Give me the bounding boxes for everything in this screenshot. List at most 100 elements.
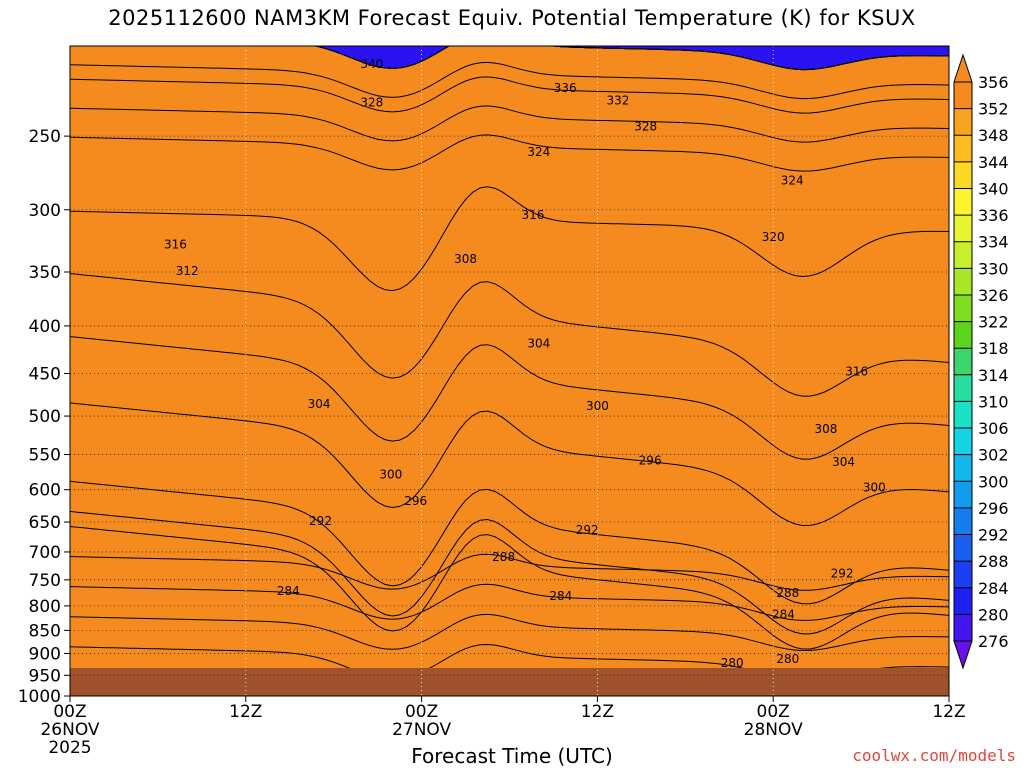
colorbar-label: 352	[978, 100, 1009, 119]
colorbar-swatch	[954, 614, 972, 642]
contour-line	[70, 61, 949, 100]
contour-label: 332	[606, 94, 629, 108]
ground-below-surface	[70, 668, 949, 696]
colorbar-label: 348	[978, 126, 1009, 145]
contour-label: 328	[634, 119, 657, 133]
contour-labels: 340 336 332 328 328 324 324 316 316 320 312 308 304 3…	[164, 57, 886, 670]
contour-label: 292	[309, 514, 332, 528]
colorbar-swatch	[954, 161, 972, 189]
contour-line	[70, 510, 949, 635]
contour-label: 316	[164, 238, 187, 252]
colorbar-label: 356	[978, 73, 1009, 92]
contour-line	[70, 553, 949, 591]
contour-label: 300	[863, 481, 886, 495]
contour-line	[70, 186, 949, 292]
y-tick-label: 450	[29, 365, 61, 385]
y-tick-label: 900	[29, 644, 61, 664]
contour-label: 304	[308, 397, 331, 411]
y-tick-label: 1000	[18, 687, 61, 707]
contour-line	[70, 480, 949, 605]
watermark-link[interactable]: coolwx.com/models	[852, 746, 1016, 765]
plot-border	[69, 45, 950, 697]
contour-label: 320	[762, 230, 785, 244]
y-tick-label: 800	[29, 597, 61, 617]
contour-label: 304	[527, 337, 550, 351]
colorbar-label: 302	[978, 446, 1009, 465]
contour-label: 284	[277, 584, 300, 598]
colorbar-label: 306	[978, 419, 1009, 438]
contour-label: 300	[586, 399, 609, 413]
colorbar-label: 292	[978, 526, 1009, 545]
colorbar-label: 334	[978, 233, 1009, 252]
contour-line	[70, 76, 949, 114]
colorbar-bottom-arrow	[953, 640, 973, 670]
colorbar-swatch	[954, 561, 972, 589]
contour-line	[70, 583, 949, 621]
contour-label: 296	[404, 494, 427, 508]
colorbar-label: 288	[978, 552, 1009, 571]
x-tick-label: 27NOV	[392, 720, 451, 740]
colorbar-swatch	[954, 428, 972, 456]
contour-label: 328	[360, 95, 383, 109]
colorbar-swatch	[954, 241, 972, 269]
contour-label: 280	[776, 652, 799, 666]
contour-label: 284	[549, 589, 572, 603]
colorbar-label: 284	[978, 579, 1009, 598]
y-tick-label: 400	[29, 317, 61, 337]
contour-label: 316	[521, 208, 544, 222]
contour-label: 324	[527, 145, 550, 159]
contour-label: 312	[176, 264, 199, 278]
contour-label: 288	[492, 550, 515, 564]
colorbar-swatch	[954, 481, 972, 509]
theta-e-bands	[70, 46, 949, 696]
y-tick-label: 250	[29, 127, 61, 147]
colorbar-swatch	[954, 348, 972, 376]
contour-line	[70, 402, 949, 527]
contour-label: 316	[845, 365, 868, 379]
x-tick-label: 00Z	[405, 702, 438, 722]
y-tick-label: 350	[29, 263, 61, 283]
colorbar-swatch	[954, 268, 972, 296]
colorbar-label: 322	[978, 313, 1009, 332]
y-tick-label: 700	[29, 543, 61, 563]
contour-line	[70, 134, 949, 172]
contour-label: 280	[721, 656, 744, 670]
contour-label: 292	[831, 566, 854, 580]
theta-e-band	[70, 46, 949, 696]
x-tick-label: 12Z	[581, 702, 614, 722]
colorbar-label: 330	[978, 259, 1009, 278]
contour-label: 284	[772, 607, 795, 621]
x-axis-label: Forecast Time (UTC)	[411, 744, 613, 768]
colorbar-label: 336	[978, 206, 1009, 225]
contour-label: 336	[554, 81, 577, 95]
contour-label: 288	[776, 586, 799, 600]
contour-line	[70, 613, 949, 652]
colorbar-swatch	[954, 108, 972, 136]
colorbar-label: 280	[978, 605, 1009, 624]
colorbar-label: 296	[978, 499, 1009, 518]
y-tick-label: 850	[29, 621, 61, 641]
contour-label: 324	[781, 173, 804, 187]
y-tick-label: 500	[29, 407, 61, 427]
colorbar: 356 352 348 344 340 336 334 330 326 322 318 314 310 3…	[953, 53, 1009, 670]
contour-label: 340	[360, 57, 383, 71]
contour-label: 300	[379, 468, 402, 482]
contour-line	[70, 526, 949, 650]
colorbar-label: 318	[978, 339, 1009, 358]
x-tick-label: 2025	[48, 738, 91, 758]
colorbar-label: 276	[978, 632, 1009, 651]
y-tick-label: 950	[29, 666, 61, 686]
contour-line	[313, 46, 949, 71]
colorbar-swatch	[954, 454, 972, 482]
chart-title: 2025112600 NAM3KM Forecast Equiv. Potent…	[108, 6, 916, 30]
colorbar-swatch	[954, 321, 972, 349]
y-axis: 250 300 350 400 450 500 550 600 650 700 750 800 850 9…	[18, 127, 70, 707]
colorbar-top-arrow	[953, 53, 973, 83]
contour-label: 296	[639, 453, 662, 467]
x-tick-label: 28NOV	[744, 720, 803, 740]
contour-label: 308	[814, 422, 837, 436]
y-tick-label: 300	[29, 201, 61, 221]
contour-label: 304	[832, 455, 855, 469]
